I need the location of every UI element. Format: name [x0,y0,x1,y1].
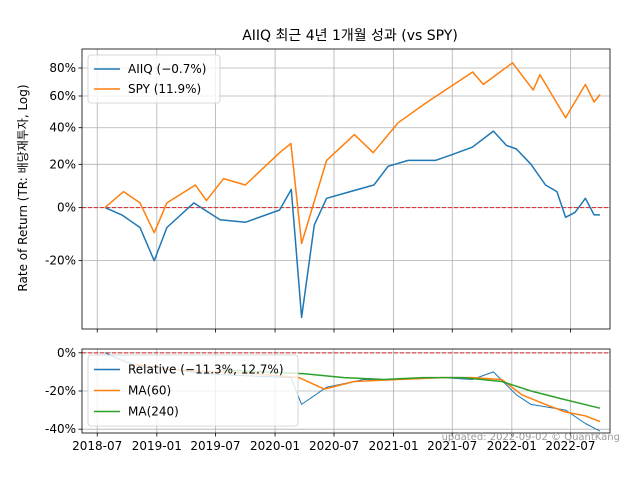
legend-label: SPY (11.9%) [128,82,201,96]
top-panel: -20% 0% 20% 40% 60% 80% AIIQ (−0.7%) SPY (11.9%… [45,48,611,333]
x-tick-label: 2019-01 [132,439,182,453]
y-tick-label: -20% [45,384,76,398]
legend: Relative (−11.3%, 12.7%) MA(60) MA(240) [87,354,299,427]
legend-label: MA(60) [128,384,171,398]
x-tick-label: 2020-07 [309,439,359,453]
x-tick-label: 2019-07 [190,439,240,453]
x-tick-label: 2021-01 [369,439,419,453]
y-tick-label: 60% [49,89,76,103]
legend: AIIQ (−0.7%) SPY (11.9%) [87,54,221,104]
legend-label: Relative (−11.3%, 12.7%) [128,363,284,377]
series-line-1 [104,130,600,319]
x-tick-label: 2021-07 [427,439,477,453]
legend-label: MA(240) [128,405,179,419]
axes-frame [81,348,611,434]
legend-box [87,354,299,427]
axes-frame [81,48,611,330]
x-tick-label: 2022-01 [487,439,537,453]
legend-label: AIIQ (−0.7%) [128,62,206,76]
y-tick-label: 0% [57,346,76,360]
x-tick-label: 2020-01 [250,439,300,453]
bottom-panel: -40% -20% 0% 2018-07 2019-01 2019-07 2020-01 20… [45,346,611,453]
y-tick-label: -40% [45,422,76,436]
y-tick-label: 0% [57,201,76,215]
y-tick-label: 80% [49,61,76,75]
y-tick-label: -20% [45,254,76,268]
chart-title: AIIQ 최근 4년 1개월 성과 (vs SPY) [242,28,458,44]
y-tick-label: 20% [49,157,76,171]
y-tick-label: 40% [49,121,76,135]
watermark-text: updated: 2022-09-02 © QuantKang [442,432,620,443]
x-tick-label: 2018-07 [72,439,122,453]
x-tick-label: 2022-07 [545,439,595,453]
y-axis-label: Rate of Return (TR: 배당재투자, Log) [16,84,30,291]
series-line-2 [104,62,601,245]
legend-box [87,54,221,104]
